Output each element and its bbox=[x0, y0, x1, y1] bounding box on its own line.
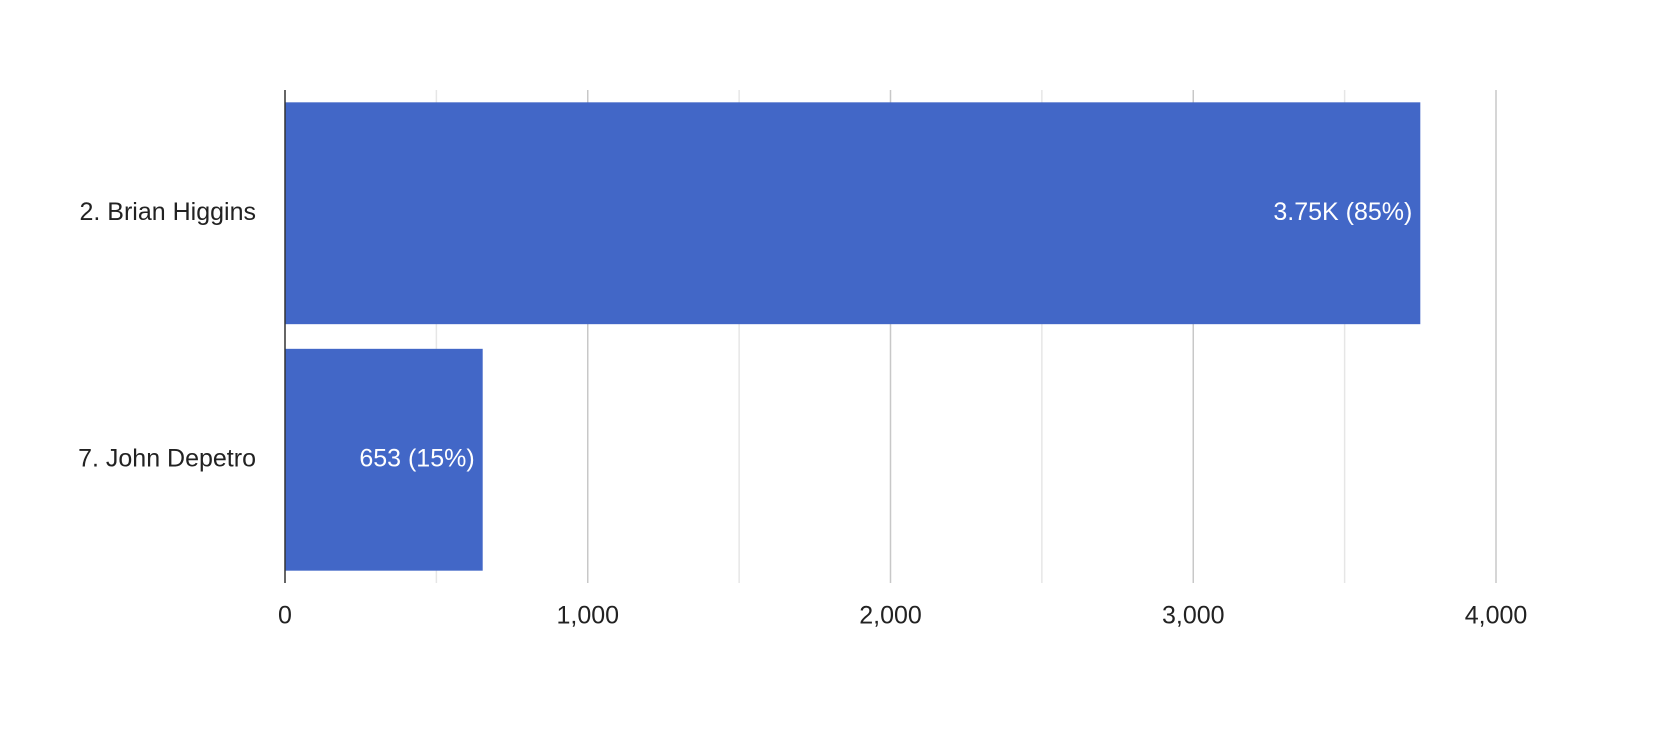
y-tick-label: 7. John Depetro bbox=[78, 444, 256, 472]
x-tick-label: 3,000 bbox=[1162, 602, 1225, 630]
x-tick-label: 2,000 bbox=[859, 602, 922, 630]
y-tick-label: 2. Brian Higgins bbox=[80, 198, 256, 226]
bar bbox=[285, 348, 483, 571]
value-label: 3.75K (85%) bbox=[1273, 198, 1412, 226]
bar bbox=[285, 102, 1421, 325]
value-label: 653 (15%) bbox=[359, 444, 474, 472]
x-tick-label: 0 bbox=[278, 602, 292, 630]
x-tick-label: 1,000 bbox=[556, 602, 619, 630]
x-tick-label: 4,000 bbox=[1465, 602, 1528, 630]
